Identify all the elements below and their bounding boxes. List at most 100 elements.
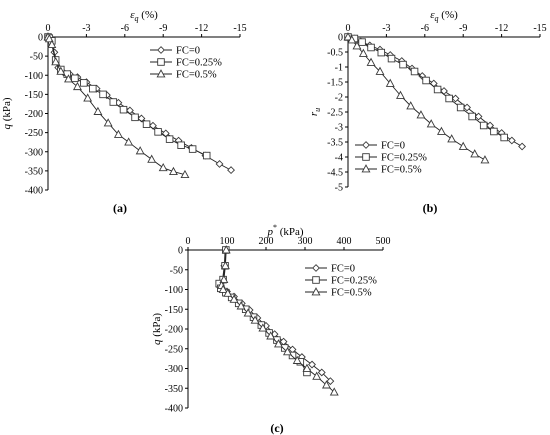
x-tick-label: 500 bbox=[376, 236, 391, 247]
data-point bbox=[422, 76, 430, 85]
data-point bbox=[71, 74, 79, 83]
data-point bbox=[119, 105, 128, 114]
y-tick-label: 0 bbox=[338, 33, 343, 44]
series-triangle bbox=[43, 32, 190, 179]
x-tick-label: 0 bbox=[186, 236, 191, 247]
x-tick-label: -15 bbox=[233, 23, 246, 34]
legend-label: FC=0.5% bbox=[381, 165, 422, 176]
data-point bbox=[51, 57, 61, 66]
data-point bbox=[219, 274, 229, 283]
legend-marker bbox=[311, 287, 321, 296]
data-point bbox=[142, 120, 151, 128]
y-axis-symbol: q bbox=[151, 339, 163, 345]
x-tick-label: -12 bbox=[195, 23, 208, 34]
x-tick-label: -9 bbox=[459, 23, 467, 34]
x-axis-subscript: q bbox=[435, 14, 439, 23]
x-tick-label: -9 bbox=[159, 23, 167, 34]
y-tick-label: -3 bbox=[335, 123, 343, 134]
data-point bbox=[292, 355, 302, 364]
data-point bbox=[396, 90, 405, 99]
x-tick-label: 0 bbox=[46, 23, 51, 34]
y-tick-label: -0.5 bbox=[327, 48, 343, 59]
data-point bbox=[56, 66, 66, 75]
data-point bbox=[347, 35, 357, 44]
panel-label: (a) bbox=[113, 201, 127, 215]
x-axis-subscript: q bbox=[135, 14, 139, 23]
y-tick-label: -400 bbox=[165, 404, 183, 415]
data-point bbox=[218, 284, 228, 293]
data-point bbox=[445, 94, 453, 103]
data-point bbox=[83, 93, 93, 102]
x-tick-label: -15 bbox=[533, 23, 546, 34]
legend-label: FC=0.5% bbox=[331, 288, 372, 299]
data-point bbox=[367, 43, 375, 52]
series-line bbox=[47, 36, 186, 176]
y-tick-label: -350 bbox=[165, 384, 183, 395]
y-tick-label: -200 bbox=[25, 109, 43, 120]
x-axis-symbol: p bbox=[266, 226, 273, 238]
data-point bbox=[468, 112, 476, 121]
series-square bbox=[215, 246, 311, 377]
data-point bbox=[274, 339, 283, 348]
chart-panel-2: 0 -3 -6 -9 -12 -15 0 -0.5 -1 -1.5 -2 -2.5 -3 -3.5 -4 -4… bbox=[308, 9, 547, 215]
data-point bbox=[470, 149, 480, 158]
x-axis-unit: (%) bbox=[439, 9, 459, 21]
series-line bbox=[347, 36, 486, 161]
data-point bbox=[358, 48, 368, 57]
data-point bbox=[507, 136, 516, 145]
data-point bbox=[229, 294, 239, 303]
data-point bbox=[103, 118, 113, 127]
x-tick-label: 100 bbox=[220, 236, 235, 247]
data-point bbox=[221, 245, 231, 254]
x-tick-label: -6 bbox=[421, 23, 429, 34]
series-line bbox=[221, 249, 335, 393]
x-axis-title: εq (%) bbox=[130, 9, 158, 23]
data-point bbox=[406, 101, 416, 110]
series-triangle bbox=[217, 245, 339, 396]
data-point bbox=[343, 32, 353, 41]
panel-label: (c) bbox=[270, 421, 283, 435]
chart-panel-1: 0 -3 -6 -9 -12 -150-50-100-150-200-250-300-35… bbox=[1, 9, 247, 215]
x-axis-title: εq (%) bbox=[430, 9, 458, 23]
x-axis-unit: (kPa) bbox=[277, 226, 304, 238]
x-tick-label: -3 bbox=[82, 23, 90, 34]
y-tick-label: -200 bbox=[165, 325, 183, 336]
data-point bbox=[258, 323, 268, 332]
data-point bbox=[113, 129, 123, 138]
y-tick-label: -1 bbox=[335, 63, 343, 74]
data-point bbox=[236, 301, 246, 310]
data-point bbox=[377, 48, 386, 57]
panel-label: (b) bbox=[423, 201, 438, 215]
x-axis-symbol: ε bbox=[430, 9, 435, 21]
series-triangle bbox=[343, 32, 490, 164]
x-tick-label: -12 bbox=[495, 23, 508, 34]
data-point bbox=[302, 363, 312, 372]
y-tick-label: -350 bbox=[25, 166, 43, 177]
x-tick-label: 200 bbox=[259, 236, 274, 247]
data-point bbox=[458, 141, 468, 150]
data-point bbox=[44, 34, 54, 43]
data-point bbox=[124, 137, 134, 146]
legend-label: FC=0 bbox=[381, 141, 405, 152]
y-tick-label: 0 bbox=[178, 246, 183, 257]
y-tick-label: 0 bbox=[38, 33, 43, 44]
y-axis-title: ru bbox=[308, 108, 322, 116]
y-tick-label: -300 bbox=[165, 364, 183, 375]
legend-marker bbox=[312, 264, 320, 272]
data-point bbox=[72, 81, 82, 91]
data-point bbox=[64, 74, 73, 83]
data-point bbox=[168, 166, 178, 175]
data-point bbox=[433, 85, 442, 94]
data-point bbox=[321, 380, 331, 389]
y-tick-label: -5 bbox=[335, 183, 343, 194]
data-point bbox=[223, 288, 233, 297]
data-point bbox=[165, 135, 174, 143]
legend-marker bbox=[312, 276, 320, 284]
data-point bbox=[500, 133, 508, 142]
data-point bbox=[366, 57, 376, 66]
y-axis-subscript: u bbox=[313, 108, 322, 112]
data-point bbox=[250, 315, 260, 324]
data-point bbox=[447, 134, 457, 143]
legend-marker bbox=[157, 58, 165, 66]
data-point bbox=[480, 155, 490, 164]
